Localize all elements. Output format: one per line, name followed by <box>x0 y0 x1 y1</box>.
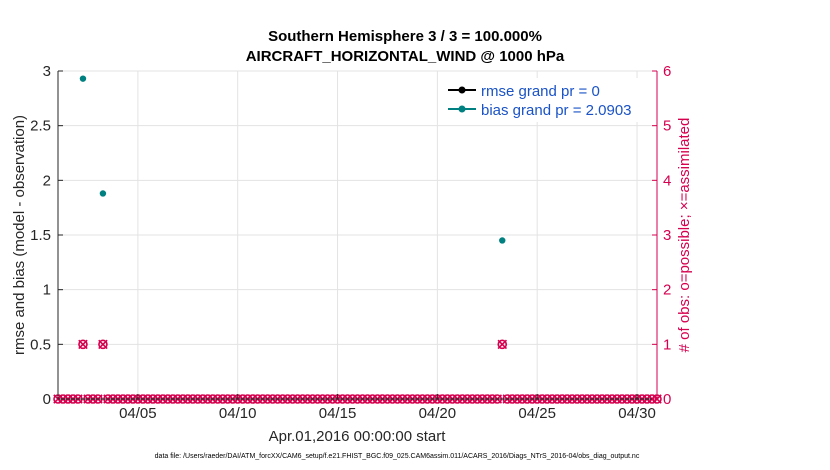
obs-possible-circle <box>78 339 88 350</box>
chart-title-line2: AIRCRAFT_HORIZONTAL_WIND @ 1000 hPa <box>246 48 565 65</box>
obs-count-markers <box>53 339 662 404</box>
y-tick-label: 3 <box>43 63 51 80</box>
y-tick-label: 2.5 <box>30 118 51 135</box>
obs-assimilated-cross <box>98 339 108 350</box>
obs-count-marker-nonzero <box>78 339 88 350</box>
legend-rmse-label: rmse grand pr = 0 <box>481 83 600 100</box>
y-tick-label: 1 <box>43 282 51 299</box>
bias-point <box>99 190 107 197</box>
obs-assimilated-cross <box>78 339 88 350</box>
grid <box>58 70 657 400</box>
y-right-tick-label: 1 <box>663 336 671 353</box>
obs-count-marker-nonzero <box>497 339 508 350</box>
bias-point <box>79 75 87 82</box>
y-tick-label: 2 <box>43 172 51 189</box>
bias-point <box>499 237 506 244</box>
y-right-tick-label: 3 <box>663 227 671 244</box>
tick-labels: 04/05 04/10 04/15 04/20 04/25 04/30 0 0.5 1 1.5 2 2… <box>30 63 671 422</box>
y-right-tick-label: 5 <box>663 118 671 135</box>
y-right-tick-label: 6 <box>663 63 671 80</box>
footer-data-file: data file: /Users/raeder/DAI/ATM_forcXX/… <box>155 453 640 460</box>
obs-assimilated-cross <box>497 339 508 350</box>
legend: rmse grand pr = 0 bias grand pr = 2.0903 <box>440 78 647 122</box>
y-right-tick-label: 2 <box>663 282 671 299</box>
y-axis-label-right: # of obs: o=possible; ×=assimilated <box>676 118 693 353</box>
legend-bias-marker <box>458 105 466 113</box>
y-tick-label: 1.5 <box>30 227 51 244</box>
series-markers <box>79 75 506 244</box>
x-tick-label: 04/25 <box>518 405 556 422</box>
chart-title-line1: Southern Hemisphere 3 / 3 = 100.000% <box>268 28 542 45</box>
obs-count-marker-nonzero <box>98 339 108 350</box>
x-tick-label: 04/20 <box>419 405 457 422</box>
legend-rmse-marker <box>458 86 466 94</box>
y-tick-label: 0 <box>43 391 51 408</box>
y-axis-label: rmse and bias (model - observation) <box>11 115 28 355</box>
y-right-tick-label: 4 <box>663 172 671 189</box>
x-axis-label: Apr.01,2016 00:00:00 start <box>269 428 447 445</box>
y-tick-label: 0.5 <box>30 336 51 353</box>
y-right-tick-label: 0 <box>663 391 671 408</box>
obs-possible-circle <box>98 339 108 350</box>
x-tick-label: 04/15 <box>319 405 357 422</box>
x-tick-label: 04/05 <box>119 405 157 422</box>
legend-box <box>440 78 647 122</box>
x-tick-label: 04/10 <box>219 405 257 422</box>
axes <box>57 70 658 400</box>
x-tick-label: 04/30 <box>618 405 656 422</box>
legend-bias-label: bias grand pr = 2.0903 <box>481 102 632 119</box>
obs-possible-circle <box>497 339 508 350</box>
